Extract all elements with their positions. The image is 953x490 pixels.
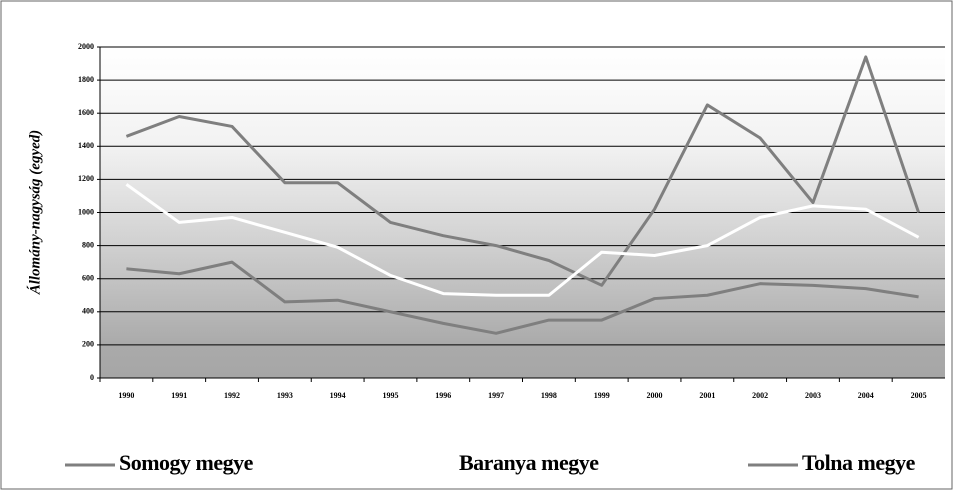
- x-tick-label: 2005: [911, 391, 927, 400]
- x-tick-label: 1995: [382, 391, 398, 400]
- x-tick-label: 2001: [699, 391, 715, 400]
- legend-label: Baranya megye: [459, 450, 599, 475]
- y-tick-label: 0: [90, 373, 94, 382]
- x-tick-label: 1996: [435, 391, 451, 400]
- y-tick-label: 600: [82, 274, 94, 283]
- series-line: [126, 260, 919, 335]
- x-tick-label: 1993: [277, 391, 293, 400]
- x-tick-label: 1994: [330, 391, 346, 400]
- legend-label: Tolna megye: [802, 450, 916, 475]
- y-tick-label: 1600: [78, 108, 94, 117]
- x-tick-label: 2003: [805, 391, 821, 400]
- x-tick-label: 1992: [224, 391, 240, 400]
- y-tick-label: 1000: [78, 207, 94, 216]
- y-tick-label: 1200: [78, 174, 94, 183]
- y-tick-label: 200: [82, 340, 94, 349]
- x-tick-label: 2000: [647, 391, 663, 400]
- y-tick-label: 2000: [78, 42, 94, 51]
- y-tick-label: 1800: [78, 75, 94, 84]
- series-line: [125, 183, 920, 297]
- x-tick-label: 1990: [118, 391, 134, 400]
- x-tick-label: 1997: [488, 391, 504, 400]
- y-tick-label: 800: [82, 240, 94, 249]
- x-tick-label: 1998: [541, 391, 557, 400]
- series-line: [125, 55, 921, 287]
- x-tick-label: 2004: [858, 391, 874, 400]
- legend-label: Somogy megye: [119, 450, 254, 475]
- x-tick-label: 2002: [752, 391, 768, 400]
- y-tick-label: 1400: [78, 141, 94, 150]
- y-tick-label: 400: [82, 307, 94, 316]
- x-tick-label: 1991: [171, 391, 187, 400]
- x-tick-label: 1999: [594, 391, 610, 400]
- y-axis-title: Állomány-nagyság (egyed): [26, 130, 43, 296]
